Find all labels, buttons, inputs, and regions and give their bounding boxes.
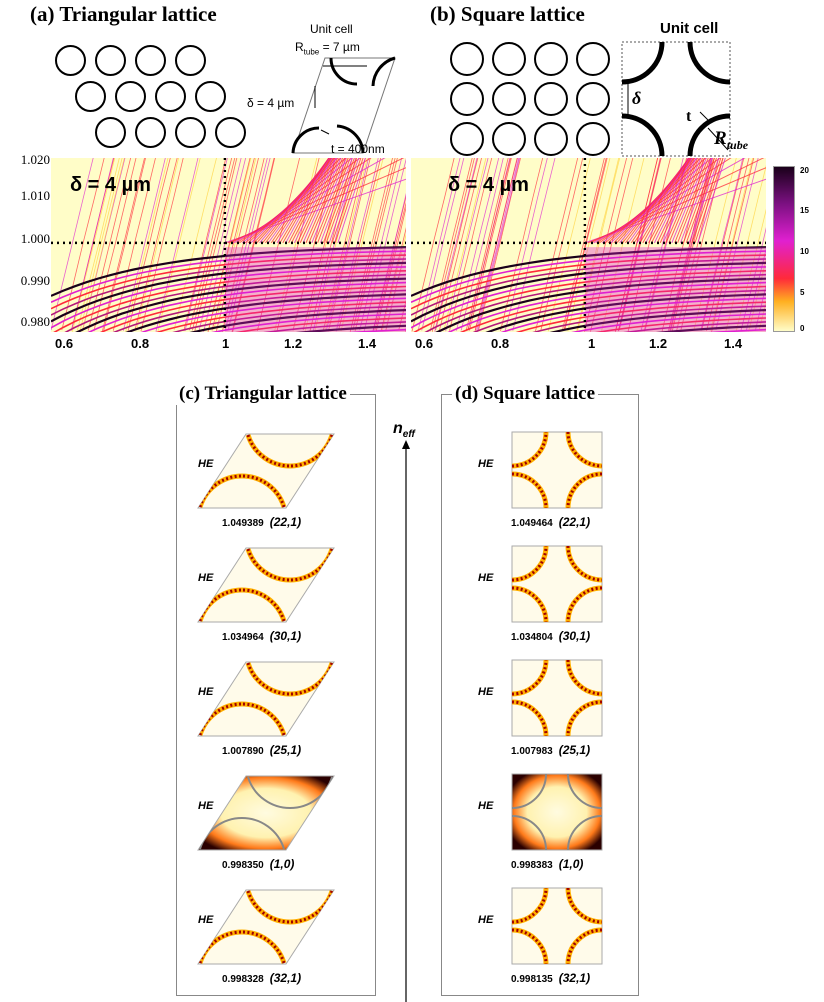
mode-field-plot (197, 433, 335, 509)
mode-family-label: HE (478, 914, 494, 926)
mode-neff-value: 1.049389 (222, 518, 264, 529)
heatmap-square (411, 158, 766, 332)
mode-index: (30,1) (269, 629, 302, 643)
heatmap-triangular (51, 158, 406, 332)
mode-neff-value: 0.998328 (222, 974, 264, 985)
mode-field-plot (197, 661, 335, 737)
mode-field-plot (511, 431, 603, 509)
neff-axis-label: neff (393, 420, 415, 441)
mode-neff-value: 1.049464 (511, 518, 553, 529)
mode-field-plot (197, 547, 335, 623)
rtube-symbol: Rtube (714, 128, 749, 152)
panel-a-title: (a) Triangular lattice (30, 2, 217, 26)
mode-family-label: HE (478, 572, 494, 584)
mode-caption: 1.034804 (30,1) (511, 627, 590, 645)
panel-b-title: (b) Square lattice (430, 2, 585, 26)
colorbar-ticks: 20 15 10 5 0 (800, 166, 822, 333)
mode-caption: 1.007890 (25,1) (222, 741, 301, 759)
panel-d-title: (d) Square lattice (452, 383, 599, 405)
x-tick-label: 0.6 (415, 336, 434, 351)
t-symbol: t (686, 108, 692, 125)
mode-family-label: HE (198, 572, 214, 584)
mode-index: (22,1) (269, 515, 302, 529)
mode-caption: 0.998383 (1,0) (511, 855, 583, 873)
mode-index: (32,1) (269, 971, 302, 985)
x-tick-label: 1.2 (284, 336, 303, 351)
square-unit-cell: Unit cell δ t Rtube (620, 16, 780, 160)
mode-field-plot (197, 775, 335, 851)
mode-index: (25,1) (269, 743, 302, 757)
mode-caption: 1.049464 (22,1) (511, 513, 590, 531)
mode-family-label: HE (198, 914, 214, 926)
mode-neff-value: 1.034804 (511, 632, 553, 643)
unit-cell-label: Unit cell (660, 20, 719, 37)
y-tick-label: 1.020 (20, 152, 50, 167)
mode-index: (22,1) (558, 515, 591, 529)
mode-neff-value: 1.034964 (222, 632, 264, 643)
y-tick-label: 0.980 (20, 314, 50, 329)
mode-index: (25,1) (558, 743, 591, 757)
x-tick-label: 1.2 (649, 336, 668, 351)
mode-caption: 1.034964 (30,1) (222, 627, 301, 645)
square-unit-cell-drawing (621, 41, 731, 157)
mode-neff-value: 0.998383 (511, 860, 553, 871)
mode-neff-value: 1.007983 (511, 746, 553, 757)
mode-family-label: HE (198, 458, 214, 470)
mode-index: (1,0) (269, 857, 295, 871)
heatmap-annotation: δ = 4 µm (70, 174, 151, 196)
colorbar-tick: 10 (800, 247, 809, 256)
colorbar-tick: 15 (800, 206, 809, 215)
mode-caption: 0.998328 (32,1) (222, 969, 301, 987)
delta-symbol: δ (632, 88, 642, 108)
mode-index: (32,1) (558, 971, 591, 985)
mode-field-plot (511, 773, 603, 851)
y-tick-label: 1.000 (20, 231, 50, 246)
rtube-label: Rtube = 7 µm (295, 40, 360, 57)
mode-field-plot (197, 889, 335, 965)
x-tick-label: 1 (222, 336, 230, 351)
x-tick-label: 0.8 (131, 336, 150, 351)
mode-index: (30,1) (558, 629, 591, 643)
y-tick-label: 1.010 (20, 188, 50, 203)
triangular-unit-cell-drawing (291, 56, 396, 154)
panel-c-title: (c) Triangular lattice (176, 383, 350, 405)
y-tick-label: 0.990 (20, 273, 50, 288)
x-axis-ticks-left: 0.6 0.8 1 1.2 1.4 0.6 0.8 1 1.2 1.4 (0, 336, 824, 356)
colorbar-tick: 5 (800, 288, 805, 297)
colorbar-tick: 0 (800, 324, 805, 333)
mode-family-label: HE (478, 458, 494, 470)
mode-field-plot (511, 887, 603, 965)
thickness-label: t = 400nm (331, 142, 385, 156)
triangular-unit-cell: Unit cell Rtube = 7 µm δ = 4 µm t = 400n… (245, 18, 405, 160)
mode-neff-value: 1.007890 (222, 746, 264, 757)
neff-axis-arrow (402, 440, 410, 1002)
heatmap-annotation: δ = 4 µm (448, 174, 529, 196)
unit-cell-label: Unit cell (310, 22, 353, 36)
mode-family-label: HE (478, 686, 494, 698)
colorbar (773, 166, 795, 332)
mode-neff-value: 0.998350 (222, 860, 264, 871)
delta-label: δ = 4 µm (247, 96, 295, 110)
x-tick-label: 0.6 (55, 336, 74, 351)
mode-neff-value: 0.998135 (511, 974, 553, 985)
mode-family-label: HE (198, 800, 214, 812)
mode-field-plot (511, 659, 603, 737)
mode-family-label: HE (478, 800, 494, 812)
x-tick-label: 1.4 (724, 336, 743, 351)
mode-family-label: HE (198, 686, 214, 698)
triangular-lattice-diagram (55, 45, 255, 155)
colorbar-tick: 20 (800, 166, 809, 175)
mode-caption: 0.998135 (32,1) (511, 969, 590, 987)
mode-caption: 1.049389 (22,1) (222, 513, 301, 531)
mode-caption: 0.998350 (1,0) (222, 855, 294, 873)
mode-field-plot (511, 545, 603, 623)
mode-index: (1,0) (558, 857, 584, 871)
square-lattice-diagram (450, 42, 620, 157)
x-tick-label: 0.8 (491, 336, 510, 351)
x-tick-label: 1.4 (358, 336, 377, 351)
x-tick-label: 1 (588, 336, 596, 351)
mode-caption: 1.007983 (25,1) (511, 741, 590, 759)
